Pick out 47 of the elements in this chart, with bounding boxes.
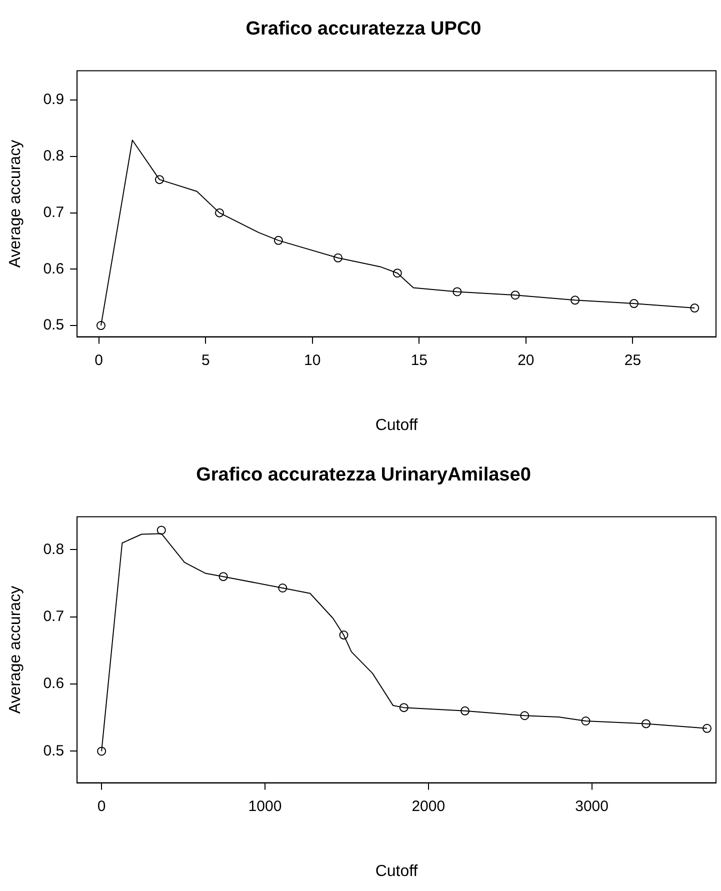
chart-title: Grafico accuratezza UPC0 (246, 18, 482, 40)
point (702, 724, 712, 733)
y-axis-title: Average accuracy (7, 140, 24, 268)
point (460, 706, 470, 716)
point (97, 746, 106, 756)
point (214, 208, 224, 218)
y-tick-label: 0.8 (43, 148, 64, 165)
point (339, 630, 348, 640)
point (570, 296, 580, 305)
point (96, 321, 106, 330)
x-tick-label: 20 (518, 352, 534, 369)
point (581, 716, 590, 726)
chart-title: Grafico accuratezza UrinaryAmilase0 (196, 464, 531, 486)
point (642, 719, 651, 728)
y-tick-label: 0.5 (43, 316, 64, 334)
x-tick-label: 0 (94, 352, 104, 369)
x-tick-label: 10 (304, 352, 321, 369)
point (392, 268, 402, 278)
x-tick-label: 5 (201, 352, 210, 369)
point (154, 175, 164, 184)
y-axis-title: Average accuracy (7, 586, 24, 714)
x-tick-label: 1000 (248, 798, 282, 815)
y-tick-label: 0.7 (43, 204, 64, 221)
x-tick-label: 15 (410, 352, 428, 369)
point (520, 711, 530, 720)
point (629, 299, 638, 308)
point (156, 526, 166, 535)
y-tick-label: 0.8 (43, 540, 64, 558)
y-tick-label: 0.6 (43, 260, 64, 278)
x-axis-title: Cutoff (375, 862, 418, 880)
point (274, 236, 283, 245)
point (452, 287, 462, 296)
point (218, 572, 228, 582)
x-axis-title: Cutoff (375, 416, 418, 434)
x-tick-label: 2000 (412, 798, 446, 815)
y-tick-label: 0.9 (43, 91, 64, 108)
point (334, 253, 343, 262)
y-tick-label: 0.5 (43, 742, 64, 760)
point (399, 703, 408, 712)
point (510, 290, 520, 300)
point (278, 584, 288, 592)
x-tick-label: 0 (97, 798, 106, 815)
x-tick-label: 25 (624, 352, 642, 369)
point (690, 304, 700, 313)
x-tick-label: 3000 (575, 798, 608, 815)
y-tick-label: 0.7 (43, 608, 64, 626)
y-tick-label: 0.6 (43, 675, 64, 692)
